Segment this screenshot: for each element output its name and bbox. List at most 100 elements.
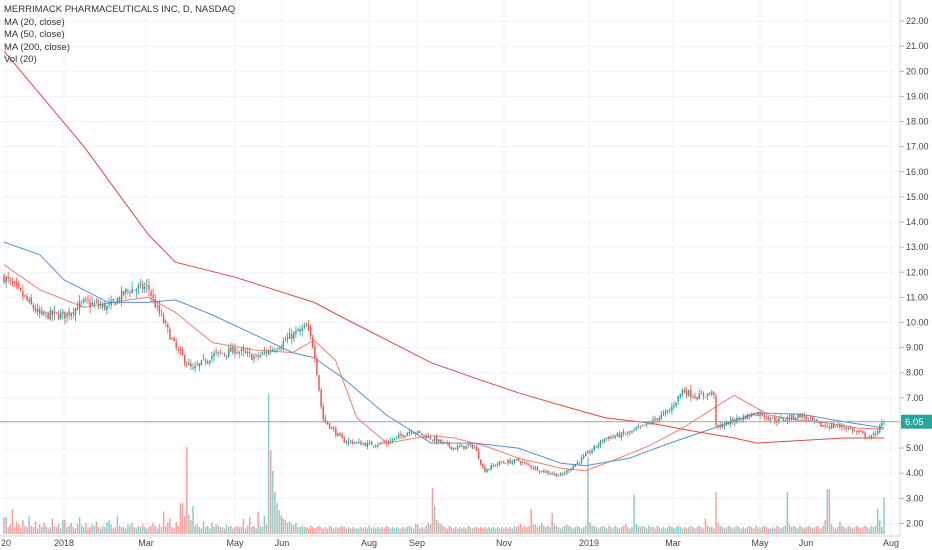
volume-bar: [572, 528, 574, 534]
candle-body: [769, 419, 772, 421]
y-tick-label: 17.00: [906, 142, 929, 152]
legend-ma20[interactable]: MA (20, close): [4, 16, 65, 28]
candle-body: [641, 424, 644, 426]
y-axis[interactable]: 2.003.004.005.006.007.008.009.0010.0011.…: [899, 0, 932, 550]
last-price-label: 6.05: [905, 417, 924, 428]
candle-body: [438, 439, 440, 442]
volume-bar: [95, 521, 98, 534]
volume-bar: [677, 525, 679, 534]
candle-body: [55, 312, 58, 314]
candle-body: [664, 410, 667, 414]
volume-bar: [822, 525, 824, 534]
volume-bar: [393, 528, 396, 534]
volume-bar: [215, 524, 217, 534]
candle-body: [312, 337, 314, 347]
legend-title[interactable]: MERRIMACK PHARMACEUTICALS INC, D, NASDAQ: [4, 4, 236, 15]
candle-body: [692, 396, 694, 398]
volume-bar: [209, 528, 211, 534]
candle-body: [452, 447, 455, 450]
volume-bar: [732, 528, 734, 534]
candle-body: [257, 354, 259, 357]
volume-bar: [404, 528, 406, 534]
volume-bar: [450, 527, 453, 534]
volume-bar: [398, 528, 400, 534]
volume-bar: [824, 520, 826, 534]
volume-bar: [24, 525, 26, 534]
volume-bar: [612, 528, 614, 534]
candle-body: [748, 414, 751, 417]
x-tick-label: 2018: [54, 538, 74, 548]
candle-body: [272, 349, 274, 352]
volume-bar: [97, 527, 100, 534]
candle-body: [53, 311, 56, 314]
candle-body: [95, 301, 98, 303]
volume-bar: [51, 518, 54, 534]
volume-bar: [438, 522, 440, 534]
y-tick-label: 13.00: [906, 242, 929, 252]
candle-body: [320, 389, 322, 407]
volume-bar: [34, 521, 37, 534]
candle-body: [442, 441, 444, 443]
volume-bar: [131, 522, 133, 534]
legend-ma200[interactable]: MA (200, close): [4, 41, 70, 53]
candle-body: [591, 450, 593, 453]
x-axis[interactable]: 20 2018 Mar May Jun Aug Sep Nov 2019 Mar May Jun Aug: [0, 535, 900, 548]
candle-body: [612, 435, 614, 437]
volume-bar: [122, 527, 125, 534]
candle-body: [372, 445, 375, 447]
volume-bar: [383, 528, 385, 534]
volume-bar: [150, 525, 152, 534]
volume-bar: [288, 521, 291, 534]
volume-bar: [734, 527, 736, 534]
candle-body: [5, 276, 7, 283]
candle-body: [624, 434, 627, 436]
volume-bar: [339, 527, 341, 534]
volume-bar: [263, 515, 266, 534]
candle-body: [507, 460, 509, 464]
volume-bar: [530, 508, 532, 534]
candle-body: [803, 415, 805, 418]
candle-body: [171, 338, 173, 340]
volume-bar: [658, 527, 661, 534]
volume-bar: [316, 527, 318, 534]
volume-bar: [879, 520, 881, 534]
volume-bar: [830, 524, 833, 534]
volume-bar: [763, 525, 766, 534]
candle-body: [221, 353, 224, 354]
candle-body: [538, 471, 541, 473]
volume-bar: [459, 527, 461, 534]
volume-bar: [870, 525, 873, 534]
y-tick-label: 9.00: [906, 343, 924, 353]
candle-body: [650, 423, 652, 424]
candle-body: [501, 462, 503, 463]
candle-body: [719, 424, 721, 427]
volume-bar: [511, 528, 513, 534]
candle-body: [146, 285, 148, 287]
volume-bar: [433, 506, 436, 534]
volume-bar: [175, 521, 177, 534]
volume-bar: [177, 525, 180, 534]
legend-ma50[interactable]: MA (50, close): [4, 29, 65, 40]
candle-body: [610, 436, 612, 440]
volume-bar: [309, 525, 312, 534]
candle-body: [694, 395, 696, 398]
legend-volume[interactable]: Vol (20): [4, 54, 37, 65]
candle-body: [820, 421, 822, 427]
candle-body: [742, 416, 745, 421]
candle-body: [790, 414, 793, 420]
candle-body: [482, 464, 484, 468]
moving-averages: [3, 50, 885, 472]
volume-bar: [356, 528, 358, 534]
volume-bar: [820, 528, 822, 534]
volume-bar: [679, 527, 682, 534]
volume-bar: [702, 528, 705, 534]
grid: [0, 0, 900, 536]
y-tick-label: 2.00: [906, 518, 924, 528]
candle-body: [234, 347, 236, 354]
candle-body: [122, 291, 125, 295]
x-tick-label: Aug: [361, 538, 377, 548]
volume-bar: [526, 527, 528, 534]
volume-bar: [248, 517, 251, 534]
candle-body: [780, 417, 782, 419]
